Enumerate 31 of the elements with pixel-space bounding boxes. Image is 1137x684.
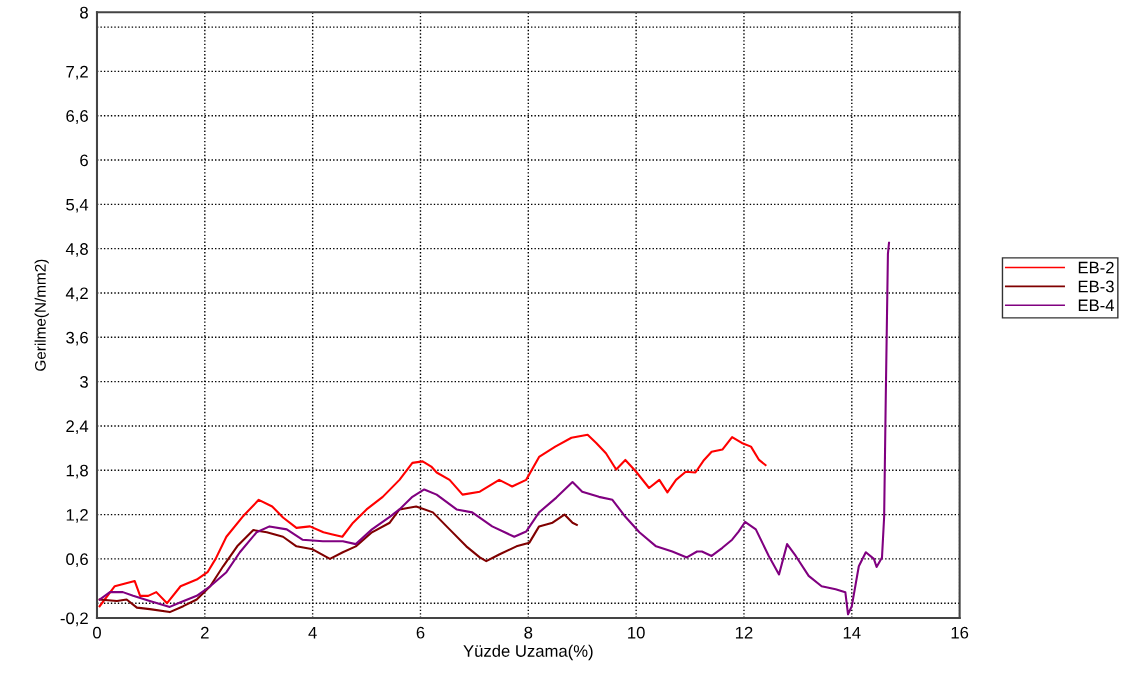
y-tick-label: 2,4 [66,420,89,435]
y-tick-label: 6,6 [66,110,88,124]
y-tick-label: 7,2 [66,65,88,80]
x-tick-label: 6 [416,626,425,639]
x-tick-label: 8 [524,626,533,639]
y-tick-label: 0,6 [66,553,88,568]
y-axis-title: Gerilme(N/mm2) [34,259,49,371]
line-series [98,241,891,616]
legend-label: EB-2 [1078,261,1114,274]
x-tick-label: 10 [628,626,645,639]
y-tick-label: 3,6 [66,331,88,346]
y-tick-label: 4,2 [65,287,88,302]
x-tick-label: 12 [735,626,753,639]
legend-label: EB-4 [1078,299,1115,312]
y-tick-label: 8 [80,6,88,19]
y-tick-label: 5,4 [66,198,89,213]
x-tick-label: 4 [308,626,317,639]
y-tick-label: 1,8 [66,464,88,479]
y-tick-label: 3 [80,376,88,388]
x-tick-label: 14 [843,626,861,639]
y-tick-label: 6 [80,154,88,167]
line-series [98,505,578,614]
y-tick-label: -0,2 [60,612,88,627]
x-tick-label: 2 [201,626,209,639]
x-axis-title: Yüzde Uzama(%) [463,644,593,661]
y-tick-label: 1,2 [66,508,88,523]
y-tick-label: 4,8 [65,243,88,257]
x-tick-label: 16 [951,626,969,639]
line-series [98,433,767,608]
x-tick-label: 0 [93,626,101,639]
legend-label: EB-3 [1078,280,1114,293]
